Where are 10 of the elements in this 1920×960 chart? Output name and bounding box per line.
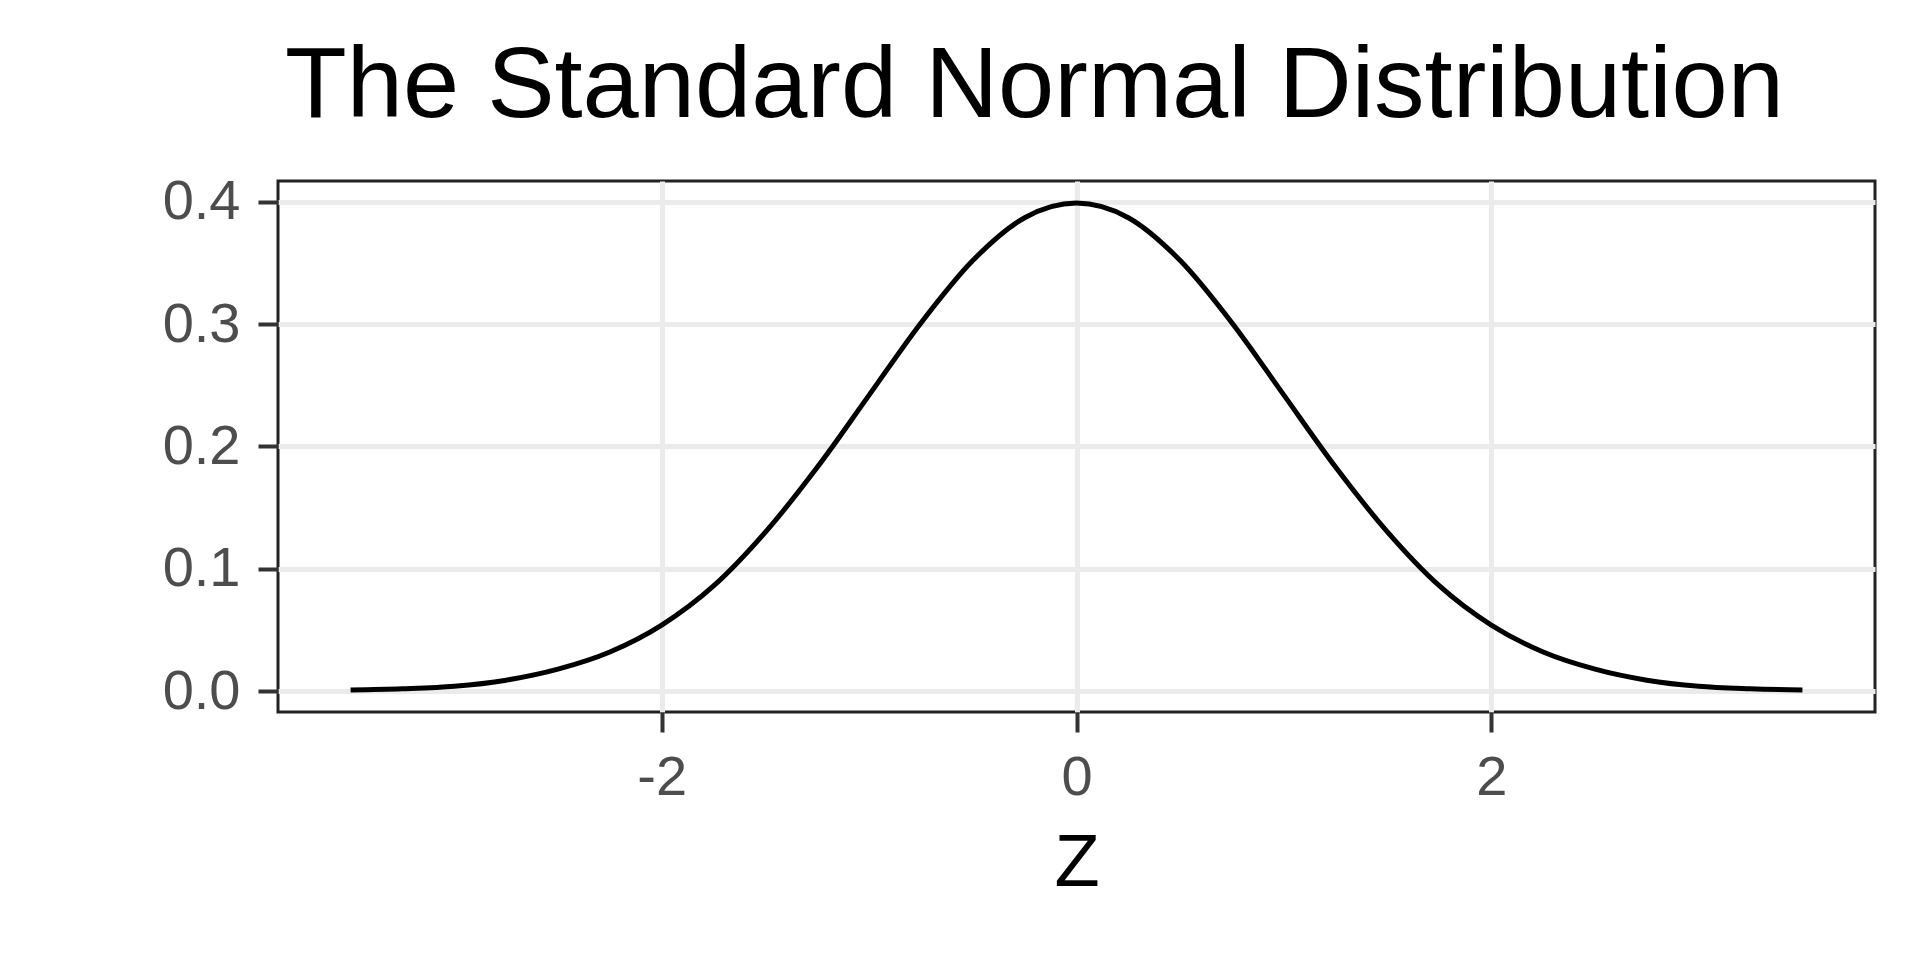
y-tick-label: 0.3: [162, 290, 241, 354]
y-tick-label: 0.0: [162, 657, 241, 721]
x-axis-title: Z: [1054, 818, 1100, 902]
x-tick-label: 0: [1061, 743, 1093, 807]
x-tick-label: -2: [637, 743, 688, 807]
y-tick-label: 0.1: [162, 535, 241, 599]
chart-title: The Standard Normal Distribution: [285, 25, 1784, 138]
y-tick-label: 0.2: [162, 413, 241, 476]
y-tick-label: 0.4: [162, 168, 241, 232]
x-tick-label: 2: [1476, 743, 1508, 807]
